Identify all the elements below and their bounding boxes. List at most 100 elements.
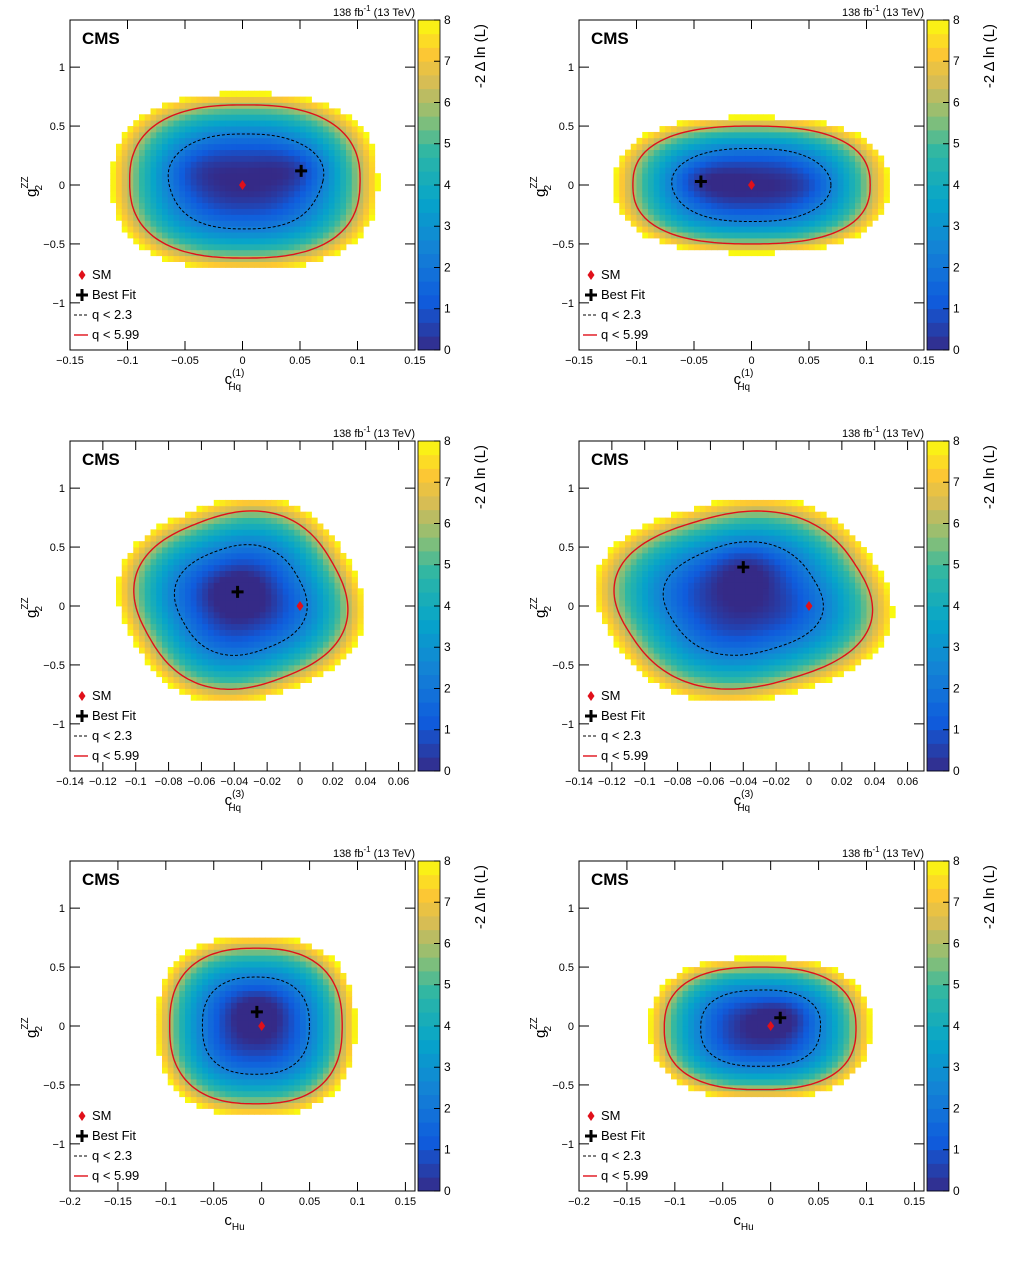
heatmap-cell (219, 190, 226, 198)
heatmap-cell (733, 688, 740, 695)
heatmap-cell (613, 576, 620, 583)
heatmap-cell (722, 652, 729, 660)
heatmap-cell (762, 173, 769, 180)
heatmap-cell (334, 137, 341, 145)
heatmap-cell (236, 255, 243, 262)
heatmap-cell (739, 114, 746, 121)
heatmap-cell (265, 243, 272, 251)
heatmap-cell (208, 599, 215, 607)
heatmap-cell (150, 611, 157, 618)
heatmap-cell (196, 238, 203, 245)
heatmap-cell (150, 226, 157, 233)
heatmap-cell (219, 243, 226, 251)
heatmap-cell (739, 682, 746, 689)
heatmap-cell (334, 120, 341, 127)
heatmap-cell (693, 190, 700, 198)
heatmap-cell (282, 593, 289, 601)
heatmap-cell (254, 173, 261, 180)
heatmap-cell (340, 131, 347, 139)
heatmap-cell (357, 184, 364, 192)
heatmap-cell (791, 641, 798, 648)
heatmap-cell (156, 114, 163, 121)
heatmap-cell (167, 202, 174, 209)
heatmap-cell (345, 137, 353, 145)
heatmap-cell (173, 540, 180, 548)
heatmap-cell (167, 238, 174, 245)
heatmap-cell (751, 202, 758, 209)
heatmap-cell (317, 670, 324, 677)
heatmap-cell (733, 570, 740, 577)
heatmap-cell (796, 202, 804, 209)
heatmap-cell (860, 226, 867, 233)
heatmap-cell (745, 587, 752, 595)
heatmap-cell (630, 184, 637, 192)
heatmap-cell (641, 611, 648, 618)
heatmap-cell (670, 676, 677, 683)
heatmap-cell (311, 646, 318, 654)
heatmap-cell (294, 635, 301, 642)
heatmap-cell (819, 658, 827, 665)
heatmap-cell (613, 564, 620, 571)
heatmap-cell (762, 131, 769, 139)
heatmap-cell (618, 635, 625, 642)
heatmap-cell (219, 238, 226, 245)
heatmap-cell (865, 143, 873, 151)
heatmap-cell (305, 232, 312, 239)
heatmap-cell (305, 564, 312, 571)
heatmap-cell (311, 208, 318, 215)
heatmap-cell (791, 190, 798, 198)
heatmap-cell (716, 226, 723, 233)
heatmap-cell (773, 688, 781, 695)
heatmap-cell (641, 208, 648, 215)
heatmap-cell (825, 534, 832, 542)
heatmap-cell (624, 184, 631, 192)
heatmap-cell (716, 582, 723, 589)
heatmap-cell (167, 617, 174, 624)
heatmap-cell (710, 120, 717, 127)
color-bar-frame (926, 19, 949, 351)
heatmap-cell (271, 214, 278, 221)
legend-q95-label: q < 5.99 (92, 748, 139, 763)
heatmap-cell (248, 208, 255, 215)
heatmap-cell (173, 664, 180, 671)
heatmap-cell (751, 517, 758, 524)
heatmap-cell (311, 652, 318, 660)
heatmap-cell (133, 179, 140, 186)
heatmap-cell (322, 546, 330, 554)
heatmap-cell (357, 161, 364, 168)
x-tick-label: 0 (805, 776, 811, 788)
heatmap-cell (618, 184, 625, 192)
heatmap-cell (837, 611, 844, 618)
heatmap-cell (334, 226, 341, 233)
heatmap-cell (871, 161, 878, 168)
heatmap-cell (225, 635, 232, 642)
heatmap-cell (219, 214, 226, 221)
heatmap-cell (705, 688, 712, 695)
heatmap-cell (242, 220, 249, 227)
heatmap-cell (236, 682, 243, 689)
heatmap-cell (664, 137, 671, 145)
heatmap-cell (842, 664, 850, 671)
heatmap-cell (317, 611, 324, 618)
heatmap-cell (808, 682, 815, 689)
heatmap-cell (139, 617, 146, 624)
heatmap-cell (693, 635, 700, 642)
heatmap-cell (271, 517, 278, 524)
heatmap-cell (825, 623, 832, 630)
heatmap-cell (288, 599, 295, 607)
heatmap-cell (854, 161, 861, 168)
heatmap-cell (796, 208, 804, 215)
heatmap-cell (848, 617, 855, 624)
color-bar-segment (417, 308, 440, 323)
heatmap-cell (236, 611, 243, 618)
y-tick-label: 0.5 (50, 121, 65, 133)
heatmap-cell (739, 599, 746, 607)
heatmap-cell (265, 635, 272, 642)
heatmap-cell (311, 576, 318, 583)
heatmap-cell (317, 190, 324, 198)
heatmap-cell (248, 534, 255, 542)
heatmap-cell (860, 190, 867, 198)
heatmap-cell (659, 131, 666, 139)
heatmap-cell (185, 546, 192, 554)
